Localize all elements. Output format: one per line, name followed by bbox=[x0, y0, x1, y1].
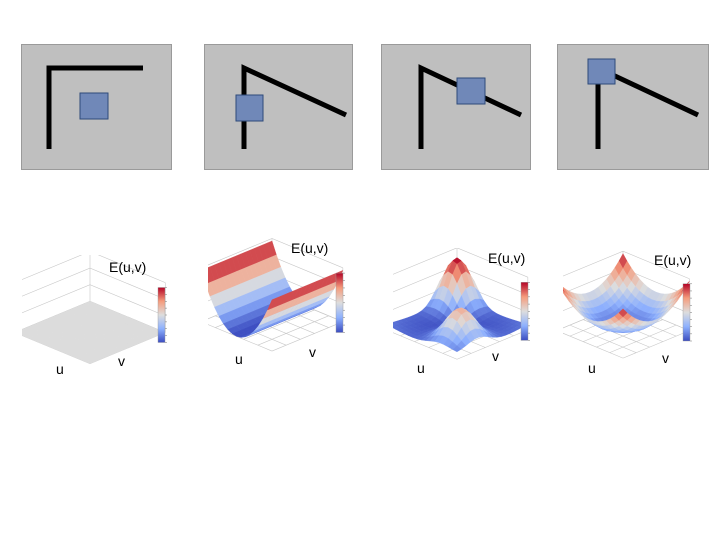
surface-svg-flat bbox=[14, 251, 167, 364]
surface-mesh bbox=[14, 301, 166, 364]
window-square bbox=[456, 77, 486, 105]
v-axis-label: v bbox=[492, 348, 499, 364]
scene-panel-flat bbox=[21, 44, 172, 170]
surface-svg-peaks bbox=[385, 247, 530, 360]
v-axis-label: v bbox=[309, 344, 316, 360]
v-axis-label: v bbox=[118, 353, 125, 369]
surface-plot-peaks: E(u,v) u v bbox=[385, 247, 553, 380]
e-axis-label: E(u,v) bbox=[488, 250, 526, 266]
colorbar bbox=[520, 282, 529, 341]
window-square bbox=[79, 92, 109, 120]
u-axis-label: u bbox=[56, 361, 64, 377]
edge-line bbox=[241, 64, 348, 149]
e-axis-label: E(u,v) bbox=[109, 259, 147, 275]
surface-svg-valley bbox=[200, 238, 345, 352]
e-axis-label: E(u,v) bbox=[654, 252, 692, 268]
surface-mesh bbox=[556, 253, 690, 333]
colorbar-ticks bbox=[343, 272, 345, 333]
colorbar bbox=[335, 272, 344, 333]
u-axis-label: u bbox=[235, 351, 243, 367]
surface-mesh bbox=[385, 257, 529, 353]
scene-panel-corner-near bbox=[557, 44, 709, 170]
surface-mesh bbox=[200, 240, 344, 338]
colorbar bbox=[682, 283, 691, 342]
colorbar-ticks bbox=[528, 282, 530, 341]
scene-graphic-corner-near bbox=[587, 58, 700, 149]
window-square bbox=[235, 94, 264, 122]
colorbar-ticks bbox=[165, 287, 167, 343]
surface-svg-bowl bbox=[556, 250, 692, 359]
e-axis-label: E(u,v) bbox=[291, 240, 329, 256]
scene-panel-corner bbox=[381, 44, 531, 170]
surface-plot-valley: E(u,v) u v bbox=[200, 238, 368, 373]
u-axis-label: u bbox=[588, 360, 596, 376]
scene-panel-edge bbox=[204, 44, 353, 170]
colorbar-ticks bbox=[690, 283, 692, 342]
window-square bbox=[587, 58, 616, 85]
surface-plot-flat: E(u,v) u v bbox=[14, 251, 192, 380]
edge-line bbox=[46, 65, 143, 149]
surface-plot-bowl: E(u,v) u v bbox=[556, 250, 713, 380]
scene-graphic-corner bbox=[418, 64, 523, 149]
scene-graphic-edge bbox=[235, 64, 348, 149]
scene-graphic-flat bbox=[46, 65, 143, 149]
colorbar bbox=[157, 287, 166, 343]
v-axis-label: v bbox=[662, 350, 669, 366]
u-axis-label: u bbox=[417, 360, 425, 376]
edge-line bbox=[418, 64, 523, 149]
